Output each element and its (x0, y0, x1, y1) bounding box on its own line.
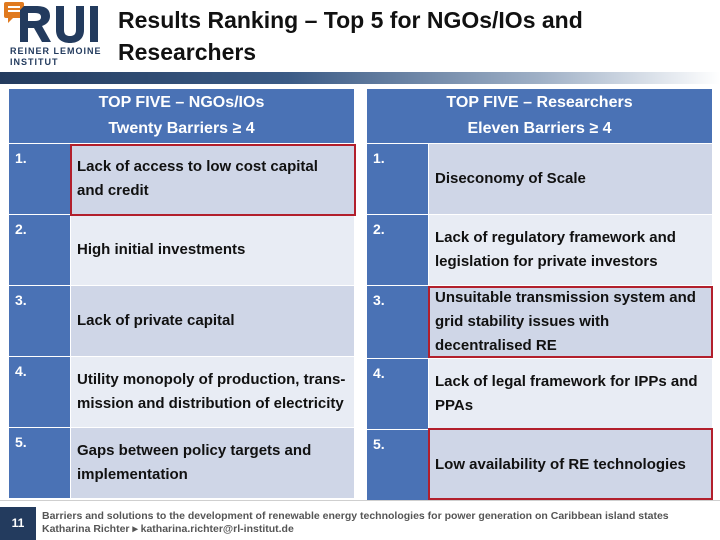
institute-logo: REINER LEMOINE INSTITUT (4, 2, 104, 72)
table-row: 1. Lack of access to low cost capital an… (8, 143, 355, 215)
page-title: Results Ranking – Top 5 for NGOs/IOs and… (118, 7, 583, 65)
rank-number: 1. (8, 143, 71, 215)
barrier-text: Lack of private capital (70, 285, 355, 357)
table-row: 1. Diseconomy of Scale (366, 143, 713, 215)
barrier-text: High initial investments (70, 214, 355, 286)
table-row: 4. Utility monopoly of production, trans… (8, 356, 355, 428)
table-row: 5. Low availability of RE technologies (366, 429, 713, 501)
rank-number: 2. (8, 214, 71, 286)
highlight-box-researcher-5 (428, 428, 713, 500)
ngo-ranking-table: TOP FIVE – NGOs/IOs Twenty Barriers ≥ 4 … (8, 88, 355, 499)
table-row: 2. Lack of regulatory framework and legi… (366, 214, 713, 286)
rank-number: 4. (366, 358, 429, 430)
researcher-header-title: TOP FIVE – Researchers (446, 94, 633, 111)
table-row: 3. Lack of private capital (8, 285, 355, 357)
rank-number: 4. (8, 356, 71, 428)
footer-divider (0, 500, 720, 501)
barrier-text: Lack of regulatory framework and legisla… (428, 214, 713, 286)
ngo-header-title: TOP FIVE – NGOs/IOs (98, 94, 265, 111)
rank-number: 2. (366, 214, 429, 286)
barrier-text: Lack of access to low cost capital and c… (70, 143, 355, 215)
rank-number: 1. (366, 143, 429, 215)
barrier-text: Gaps between policy targets and implemen… (70, 427, 355, 499)
barrier-text: Low availability of RE technologies (428, 429, 713, 501)
logo-text-line1: REINER LEMOINE (10, 46, 102, 56)
highlight-box-researcher-3 (428, 286, 713, 358)
rank-number: 5. (366, 429, 429, 501)
table-row: 3. Unsuitable transmission system and gr… (366, 285, 713, 359)
logo-text-line2: INSTITUT (10, 57, 59, 67)
page-number: 11 (0, 507, 36, 540)
footer-author: Katharina Richter ▸ katharina.richter@rl… (42, 523, 294, 535)
footer-presentation-title: Barriers and solutions to the developmen… (42, 510, 669, 522)
barrier-text: Unsuitable transmission system and grid … (428, 285, 713, 359)
table-row: 5. Gaps between policy targets and imple… (8, 427, 355, 499)
rank-number: 5. (8, 427, 71, 499)
rli-logo-mark-icon (4, 2, 98, 43)
barrier-text: Diseconomy of Scale (428, 143, 713, 215)
ngo-table-header: TOP FIVE – NGOs/IOs Twenty Barriers ≥ 4 (8, 88, 355, 144)
ngo-header-subtitle: Twenty Barriers ≥ 4 (108, 120, 255, 137)
table-row: 4. Lack of legal framework for IPPs and … (366, 358, 713, 430)
barrier-text: Lack of legal framework for IPPs and PPA… (428, 358, 713, 430)
rank-number: 3. (366, 285, 429, 359)
researcher-table-header: TOP FIVE – Researchers Eleven Barriers ≥… (366, 88, 713, 144)
researcher-header-subtitle: Eleven Barriers ≥ 4 (467, 120, 612, 137)
barrier-text: Utility monopoly of production, trans-mi… (70, 356, 355, 428)
highlight-box-ngo-1 (70, 144, 356, 216)
rank-number: 3. (8, 285, 71, 357)
table-row: 2. High initial investments (8, 214, 355, 286)
title-divider (0, 72, 720, 84)
